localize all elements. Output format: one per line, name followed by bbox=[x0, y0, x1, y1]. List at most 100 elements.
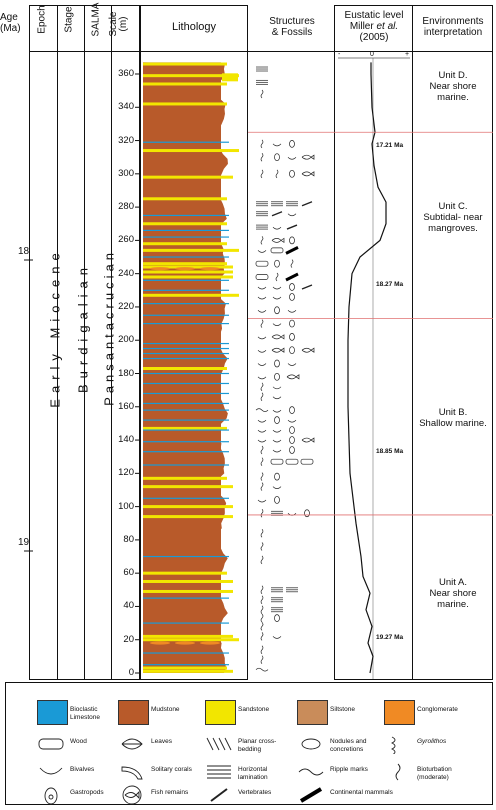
limestone-bed bbox=[143, 464, 229, 466]
environments-frame bbox=[412, 5, 493, 680]
limestone-bed bbox=[143, 419, 229, 421]
legend-swatch bbox=[297, 700, 328, 725]
sandstone-bed bbox=[143, 579, 233, 583]
lithology-frame bbox=[140, 5, 248, 680]
bioturbation-mark bbox=[260, 555, 264, 565]
fish-mark bbox=[271, 237, 285, 244]
scale-tick-label: 20 bbox=[123, 633, 134, 645]
gastropod-mark bbox=[289, 436, 295, 444]
environment-label: Unit D. Near shore marine. bbox=[429, 69, 477, 103]
scale-tick-label: 340 bbox=[118, 101, 134, 113]
bioturbation-mark bbox=[260, 457, 264, 466]
scale-tick-label: 80 bbox=[123, 533, 134, 545]
scale-tick-label: 240 bbox=[118, 267, 134, 279]
fish-mark bbox=[301, 171, 315, 177]
bioturbation-mark bbox=[260, 613, 264, 623]
legend-swatch bbox=[205, 700, 236, 725]
scale-header: Scale (m) bbox=[108, 11, 129, 37]
legend-label: Bioturbation (moderate) bbox=[417, 766, 452, 781]
limestone-bed bbox=[143, 597, 229, 599]
sandstone-bed bbox=[143, 515, 233, 519]
bivalve-mark bbox=[272, 449, 282, 453]
bivalve-mark bbox=[272, 143, 282, 147]
legend-label: Nodules and concretions bbox=[330, 738, 367, 753]
conglomerate-lens bbox=[200, 267, 220, 271]
legend-label: Solitary corals bbox=[151, 766, 192, 773]
gastropod-mark bbox=[274, 614, 280, 622]
bivalve-mark bbox=[287, 310, 297, 313]
limestone-bed bbox=[143, 555, 229, 558]
eustatic-header-line1: Eustatic level bbox=[344, 10, 404, 21]
bioturbation-mark bbox=[260, 605, 264, 615]
bioturbation-mark bbox=[260, 632, 264, 641]
wood-mark bbox=[285, 458, 299, 465]
limestone-bed bbox=[143, 322, 229, 325]
sandstone-bed bbox=[143, 197, 227, 201]
bivalve-mark bbox=[257, 439, 267, 443]
bioturbation-mark bbox=[260, 509, 264, 518]
sandstone-bed bbox=[143, 571, 227, 575]
gastropod-mark bbox=[289, 169, 295, 178]
environment-label: Unit C. Subtidal- near mangroves. bbox=[423, 201, 483, 235]
legend-label: Siltstone bbox=[330, 706, 355, 713]
wood-icon bbox=[37, 734, 65, 754]
bioturbation-mark bbox=[260, 169, 264, 179]
bivalve-mark bbox=[257, 310, 267, 313]
gastropod-mark bbox=[289, 293, 295, 301]
conglomerate-lens bbox=[150, 641, 170, 645]
bioturbation-mark bbox=[260, 382, 264, 392]
bivalve-mark bbox=[272, 286, 282, 290]
bioturbation-mark bbox=[260, 445, 264, 455]
stage-label: Burdigalian bbox=[75, 261, 91, 394]
ripple-mark bbox=[255, 667, 269, 672]
bioturbation-mark bbox=[260, 645, 264, 654]
gastropod-mark bbox=[289, 346, 295, 355]
mammal-mark bbox=[285, 272, 299, 282]
bioturbation-mark bbox=[260, 89, 264, 99]
legend-label: Sandstone bbox=[238, 706, 270, 713]
sandstone-bed bbox=[143, 275, 233, 279]
limestone-bed bbox=[143, 236, 229, 238]
bioturbation-mark bbox=[260, 392, 264, 402]
bioturbation-mark bbox=[275, 169, 279, 179]
sandstone-bed bbox=[143, 666, 227, 670]
bivalve-mark bbox=[272, 486, 282, 489]
bone-mark bbox=[271, 211, 283, 217]
sandstone-bed bbox=[143, 222, 227, 226]
sandstone-bed bbox=[143, 638, 239, 642]
structures-header: Structures & Fossils bbox=[269, 16, 315, 38]
scale-tick-label: 100 bbox=[118, 500, 134, 512]
lamination-icon bbox=[205, 762, 233, 782]
legend-label: Fish remains bbox=[151, 789, 189, 796]
bivalve-mark bbox=[287, 156, 297, 160]
legend-label: Horizontal lamination bbox=[238, 766, 268, 781]
fish-mark bbox=[301, 154, 315, 160]
bivalve-mark bbox=[257, 363, 267, 366]
limestone-bed bbox=[143, 347, 229, 350]
cross-bedding-icon bbox=[205, 734, 233, 754]
limestone-bed bbox=[143, 289, 229, 291]
bioturbation-mark bbox=[260, 595, 264, 605]
sandstone-bed bbox=[143, 175, 233, 179]
conglomerate-lens bbox=[150, 267, 170, 271]
limestone-bed bbox=[143, 497, 229, 499]
scale-tick-label: 220 bbox=[118, 300, 134, 312]
bioturbation-mark bbox=[260, 139, 264, 149]
bivalve-mark bbox=[272, 226, 282, 230]
bivalve-icon bbox=[37, 762, 65, 782]
limestone-bed bbox=[143, 372, 229, 375]
gastropod-mark bbox=[289, 140, 295, 148]
gastropod-mark bbox=[289, 283, 295, 291]
fish-mark bbox=[286, 374, 300, 380]
sandstone-cap bbox=[222, 73, 238, 82]
wood-mark bbox=[255, 274, 269, 280]
legend-label: Gyrolithos bbox=[417, 738, 447, 745]
gastropod-mark bbox=[274, 306, 280, 315]
gastropod-mark bbox=[304, 509, 310, 518]
bone-mark bbox=[301, 201, 313, 207]
sandstone-bed bbox=[143, 102, 227, 106]
bivalve-mark bbox=[272, 323, 282, 326]
bioturbation-mark bbox=[260, 152, 264, 162]
environment-label: Unit A. Near shore marine. bbox=[429, 577, 477, 611]
gastropod-mark bbox=[274, 416, 280, 424]
